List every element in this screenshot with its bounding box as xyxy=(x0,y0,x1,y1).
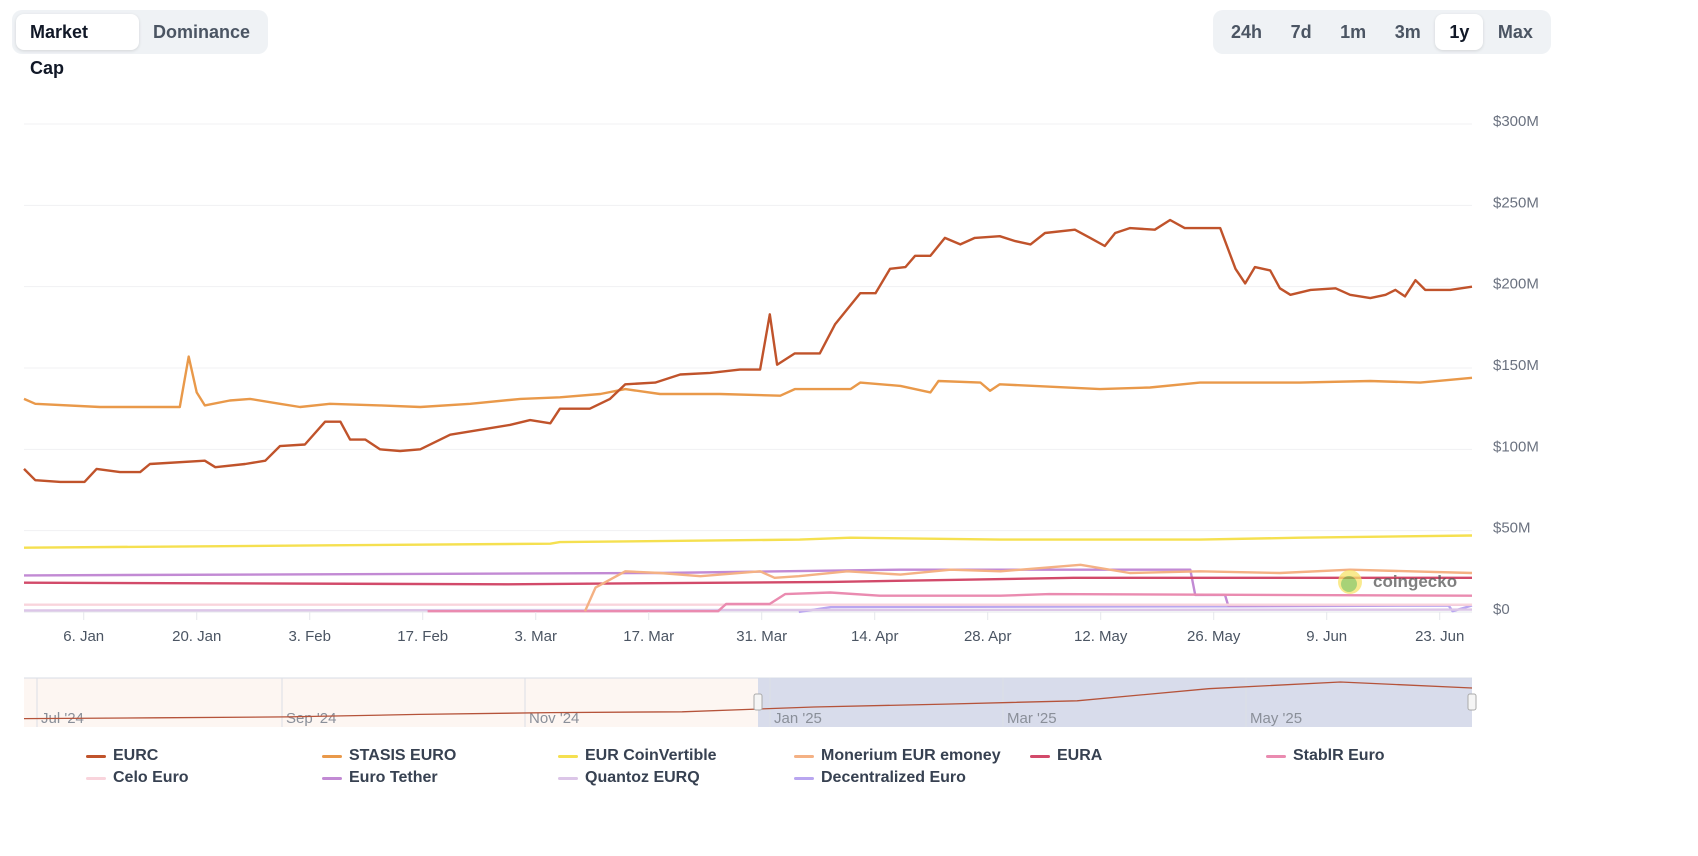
legend-item[interactable]: Monerium EUR emoney xyxy=(794,746,1030,766)
x-tick-label: 17. Mar xyxy=(623,628,674,645)
x-tick-label: 3. Feb xyxy=(288,628,331,645)
navigator-tick-label: May '25 xyxy=(1250,710,1302,727)
legend-item[interactable]: Decentralized Euro xyxy=(794,768,1030,788)
legend-swatch-icon xyxy=(86,754,106,758)
legend-label: EURC xyxy=(113,747,159,764)
range-1y-button[interactable]: 1y xyxy=(1435,14,1484,50)
legend-label: Quantoz EURQ xyxy=(585,769,700,786)
range-max-button[interactable]: Max xyxy=(1497,22,1533,42)
navigator-tick-label: Mar '25 xyxy=(1007,710,1057,727)
legend-item[interactable]: Euro Tether xyxy=(322,768,558,788)
series-line-monerium-eur-emoney[interactable] xyxy=(583,563,1473,612)
series-line-quantoz-eurq[interactable] xyxy=(23,608,1473,612)
legend-item[interactable]: EURC xyxy=(86,746,322,766)
x-tick-label: 9. Jun xyxy=(1306,628,1347,645)
metric-tabs: Market Cap Dominance xyxy=(12,10,268,78)
legend-swatch-icon xyxy=(558,754,578,758)
legend-item[interactable]: Quantoz EURQ xyxy=(558,768,794,788)
legend-swatch-icon xyxy=(322,754,342,758)
legend-label: Celo Euro xyxy=(113,769,189,786)
x-tick-label: 14. Apr xyxy=(851,628,899,645)
x-tick-label: 6. Jan xyxy=(63,628,104,645)
navigator-handle-right[interactable] xyxy=(1467,693,1477,711)
range-1m-button[interactable]: 1m xyxy=(1340,22,1367,42)
navigator[interactable]: Jul '24 Sep '24 Nov '24 Jan '25 Mar '25 May '… xyxy=(23,677,1477,727)
x-tick-label: 23. Jun xyxy=(1415,628,1464,645)
series-line-stablr-euro[interactable] xyxy=(427,591,1473,613)
range-3m-button[interactable]: 3m xyxy=(1394,22,1421,42)
navigator-series-line xyxy=(23,681,1473,720)
y-tick-label: $50M xyxy=(1493,520,1531,537)
legend-label: StablR Euro xyxy=(1293,747,1385,764)
y-tick-label: $0 xyxy=(1493,601,1510,618)
x-tick-label: 26. May xyxy=(1187,628,1241,645)
navigator-handle-left[interactable] xyxy=(753,693,763,711)
legend-swatch-icon xyxy=(86,776,106,780)
legend-label: Euro Tether xyxy=(349,769,438,786)
navigator-tick-label: Jan '25 xyxy=(774,710,822,727)
legend-item[interactable]: StablR Euro xyxy=(1266,746,1502,766)
coingecko-logo-inner xyxy=(1341,576,1357,592)
navigator-tick-label: Sep '24 xyxy=(286,710,336,727)
watermark-text: coingecko xyxy=(1373,572,1457,591)
legend-item[interactable]: EUR CoinVertible xyxy=(558,746,794,766)
legend-swatch-icon xyxy=(322,776,342,780)
series-line-eura[interactable] xyxy=(23,576,1472,586)
x-tick-label: 28. Apr xyxy=(964,628,1012,645)
legend-label: EURA xyxy=(1057,747,1103,764)
x-tick-label: 20. Jan xyxy=(172,628,221,645)
x-tick-label: 3. Mar xyxy=(514,628,557,645)
series-line-stasis-euro[interactable] xyxy=(23,355,1473,409)
legend-swatch-icon xyxy=(1030,754,1050,758)
legend-swatch-icon xyxy=(558,776,578,780)
navigator-selection[interactable] xyxy=(758,678,1472,727)
legend: EURC STASIS EURO EUR CoinVertible Monerium … xyxy=(86,746,1566,788)
x-tick-label: 31. Mar xyxy=(736,628,787,645)
legend-swatch-icon xyxy=(794,754,814,758)
time-range-selector: 24h 7d 1m 3m 1y Max xyxy=(1213,10,1551,54)
legend-label: EUR CoinVertible xyxy=(585,747,717,764)
y-tick-label: $150M xyxy=(1493,357,1539,374)
x-tick-label: 12. May xyxy=(1074,628,1128,645)
series-line-eur-coinvertible[interactable] xyxy=(23,534,1473,549)
series-line-euro-tether[interactable] xyxy=(23,568,1473,607)
legend-item[interactable]: Celo Euro xyxy=(86,768,322,788)
legend-swatch-icon xyxy=(794,776,814,780)
legend-item[interactable]: EURA xyxy=(1030,746,1266,766)
legend-label: STASIS EURO xyxy=(349,747,457,764)
legend-label: Monerium EUR emoney xyxy=(821,747,1001,764)
y-tick-label: $100M xyxy=(1493,438,1539,455)
series-line-eurc[interactable] xyxy=(23,218,1473,484)
market-cap-chart[interactable]: $0 $50M $100M $150M $200M $250M $300M 6. Jan 20… xyxy=(0,0,1698,740)
y-tick-label: $300M xyxy=(1493,113,1539,130)
range-24h-button[interactable]: 24h xyxy=(1231,22,1263,42)
tab-dominance[interactable]: Dominance xyxy=(152,22,250,42)
legend-item[interactable]: STASIS EURO xyxy=(322,746,558,766)
y-tick-label: $200M xyxy=(1493,276,1539,293)
legend-label: Decentralized Euro xyxy=(821,769,966,786)
legend-swatch-icon xyxy=(1266,754,1286,758)
navigator-tick-label: Nov '24 xyxy=(529,710,579,727)
range-7d-button[interactable]: 7d xyxy=(1290,22,1312,42)
tab-market-cap[interactable]: Market Cap xyxy=(16,14,139,78)
coingecko-watermark: coingecko xyxy=(1338,570,1457,594)
y-tick-label: $250M xyxy=(1493,194,1539,211)
x-tick-label: 17. Feb xyxy=(397,628,448,645)
